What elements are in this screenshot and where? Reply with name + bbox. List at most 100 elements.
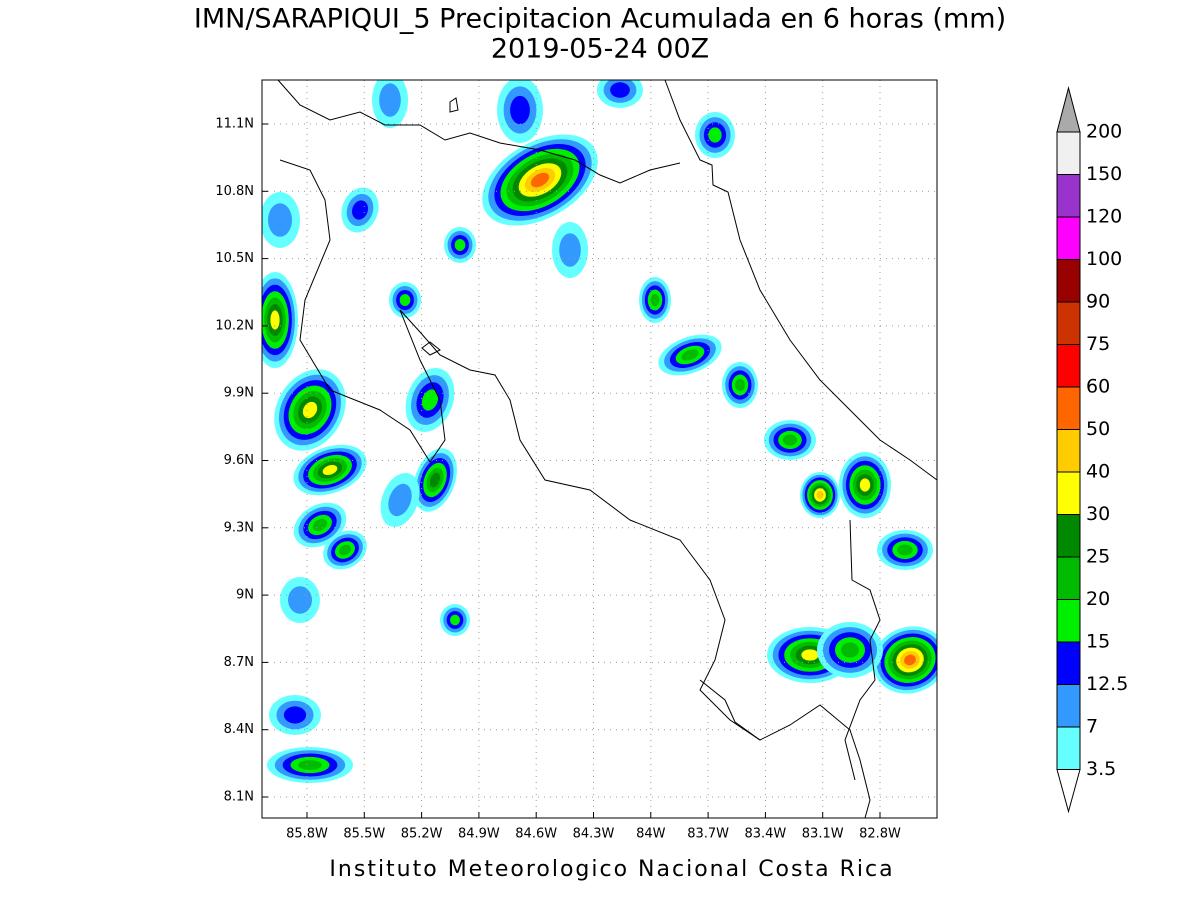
lon-label: 83.4W xyxy=(744,827,786,842)
colorbar-label: 15 xyxy=(1086,631,1110,653)
colorbar-box xyxy=(1056,726,1081,770)
rain-contour xyxy=(897,544,913,556)
coastline xyxy=(699,679,761,741)
island xyxy=(449,97,459,113)
colorbar-box xyxy=(1056,429,1081,473)
subtitle: 2019-05-24 00Z xyxy=(491,34,709,65)
footer: Instituto Meteorologico Nacional Costa R… xyxy=(329,857,894,882)
coastline xyxy=(277,79,681,184)
lat-label: 9.6N xyxy=(224,453,254,468)
lon-label: 83.7W xyxy=(687,827,729,842)
colorbar-label: 50 xyxy=(1086,418,1110,440)
colorbar-box xyxy=(1056,599,1081,643)
lon-label: 84.6W xyxy=(515,827,557,842)
colorbar-label: 25 xyxy=(1086,546,1110,568)
rain-contour xyxy=(302,401,318,419)
lat-label: 8.7N xyxy=(224,655,254,670)
rain-contour xyxy=(735,378,745,392)
colorbar-label: 12.5 xyxy=(1086,673,1128,695)
colorbar-label: 120 xyxy=(1086,206,1122,228)
colorbar-box xyxy=(1056,174,1081,218)
axis-labels: 11.1N 10.8N 10.5N 10.2N 9.9N 9.6N 9.3N 9N 8.7N 8.… xyxy=(215,117,901,842)
colorbar-label: 200 xyxy=(1086,121,1122,143)
lon-label: 84.3W xyxy=(573,827,615,842)
lon-label: 85.2W xyxy=(401,827,443,842)
colorbar-box xyxy=(1056,216,1081,260)
colorbar-label: 3.5 xyxy=(1086,758,1116,780)
rain-contour xyxy=(650,293,660,307)
colorbar-box xyxy=(1056,556,1081,600)
island xyxy=(421,341,441,356)
rain-contour xyxy=(782,434,798,446)
rain-contour xyxy=(454,239,466,251)
rain-contour xyxy=(421,389,439,411)
colorbar-label: 60 xyxy=(1086,376,1110,398)
rain-contour xyxy=(379,83,401,117)
rain-contour xyxy=(610,82,630,98)
coastline xyxy=(279,159,871,819)
colorbar-label: 30 xyxy=(1086,503,1110,525)
rain-contour xyxy=(388,483,412,517)
lat-label: 9.3N xyxy=(224,520,254,535)
rain-contour xyxy=(681,349,699,361)
colorbar-box xyxy=(1056,131,1081,175)
rain-contour xyxy=(268,203,292,237)
lat-label: 10.2N xyxy=(215,318,254,333)
rain-contour xyxy=(816,490,824,500)
lat-label: 8.4N xyxy=(224,722,254,737)
rain-contour xyxy=(288,586,312,614)
rain-contour xyxy=(352,200,368,220)
title: IMN/SARAPIQUI_5 Precipitacion Acumulada … xyxy=(194,4,1006,35)
lat-label: 9.9N xyxy=(224,386,254,401)
rain-contour xyxy=(270,310,280,330)
colorbar-label: 40 xyxy=(1086,461,1110,483)
rain-contour xyxy=(801,649,819,661)
rain-contour xyxy=(298,760,322,770)
coastline xyxy=(664,79,938,481)
rain-contour xyxy=(283,706,307,724)
rain-contour xyxy=(530,172,550,188)
plot-frame xyxy=(261,79,938,819)
colorbar-box xyxy=(1056,641,1081,685)
colorbar-box xyxy=(1056,471,1081,515)
rain-contour xyxy=(322,464,338,476)
rain-contour xyxy=(708,127,722,143)
rain-contour xyxy=(399,294,411,306)
rain-contour xyxy=(559,233,581,267)
rain-contour xyxy=(859,478,871,492)
rain-contour xyxy=(450,614,460,626)
lon-label: 85.8W xyxy=(286,827,328,842)
lat-label: 11.1N xyxy=(215,117,254,132)
colorbar: 200 150 120 100 90 75 60 50 40 30 25 20 15 12.5 7 3.5 xyxy=(1056,86,1128,814)
colorbar-below xyxy=(1056,769,1081,814)
lat-label: 10.5N xyxy=(215,251,254,266)
lat-label: 9N xyxy=(236,588,254,603)
lon-label: 84W xyxy=(636,827,666,842)
border xyxy=(844,519,881,781)
colorbar-label: 20 xyxy=(1086,588,1110,610)
rain-contour xyxy=(841,642,859,658)
colorbar-label: 7 xyxy=(1086,716,1098,738)
colorbar-box xyxy=(1056,301,1081,345)
colorbar-label: 150 xyxy=(1086,163,1122,185)
lat-label: 10.8N xyxy=(215,184,254,199)
lon-label: 85.5W xyxy=(343,827,385,842)
rain-contour xyxy=(510,95,530,125)
colorbar-label: 75 xyxy=(1086,333,1110,355)
colorbar-box xyxy=(1056,259,1081,303)
coastlines xyxy=(277,79,938,819)
colorbar-label: 90 xyxy=(1086,291,1110,313)
rain-contour xyxy=(339,544,351,556)
precipitation-field xyxy=(262,80,937,783)
rain-contour xyxy=(904,654,916,666)
colorbar-box xyxy=(1056,344,1081,388)
colorbar-box xyxy=(1056,386,1081,430)
colorbar-label: 100 xyxy=(1086,248,1122,270)
lon-label: 84.9W xyxy=(458,827,500,842)
lon-label: 82.8W xyxy=(859,827,901,842)
lon-label: 83.1W xyxy=(802,827,844,842)
colorbar-box xyxy=(1056,514,1081,558)
rain-contour xyxy=(429,472,441,488)
